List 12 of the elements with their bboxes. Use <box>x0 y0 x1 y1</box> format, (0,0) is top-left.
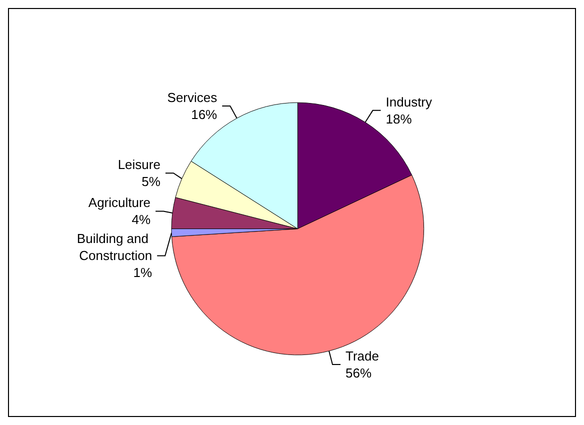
data-label: 18% <box>386 111 412 126</box>
data-label: 4% <box>132 212 151 228</box>
slice-label: Agriculture <box>88 195 151 210</box>
data-label: 56% <box>346 366 372 381</box>
slice-label: Industry <box>386 94 433 110</box>
slice-label: Building and Construction <box>76 231 152 264</box>
data-label: 16% <box>191 106 218 122</box>
slice-label: Services <box>167 90 218 105</box>
slice-label: Trade <box>346 348 380 364</box>
data-label: 5% <box>142 174 161 190</box>
data-label: 1% <box>133 265 153 280</box>
slice-label: Leisure <box>118 157 160 172</box>
